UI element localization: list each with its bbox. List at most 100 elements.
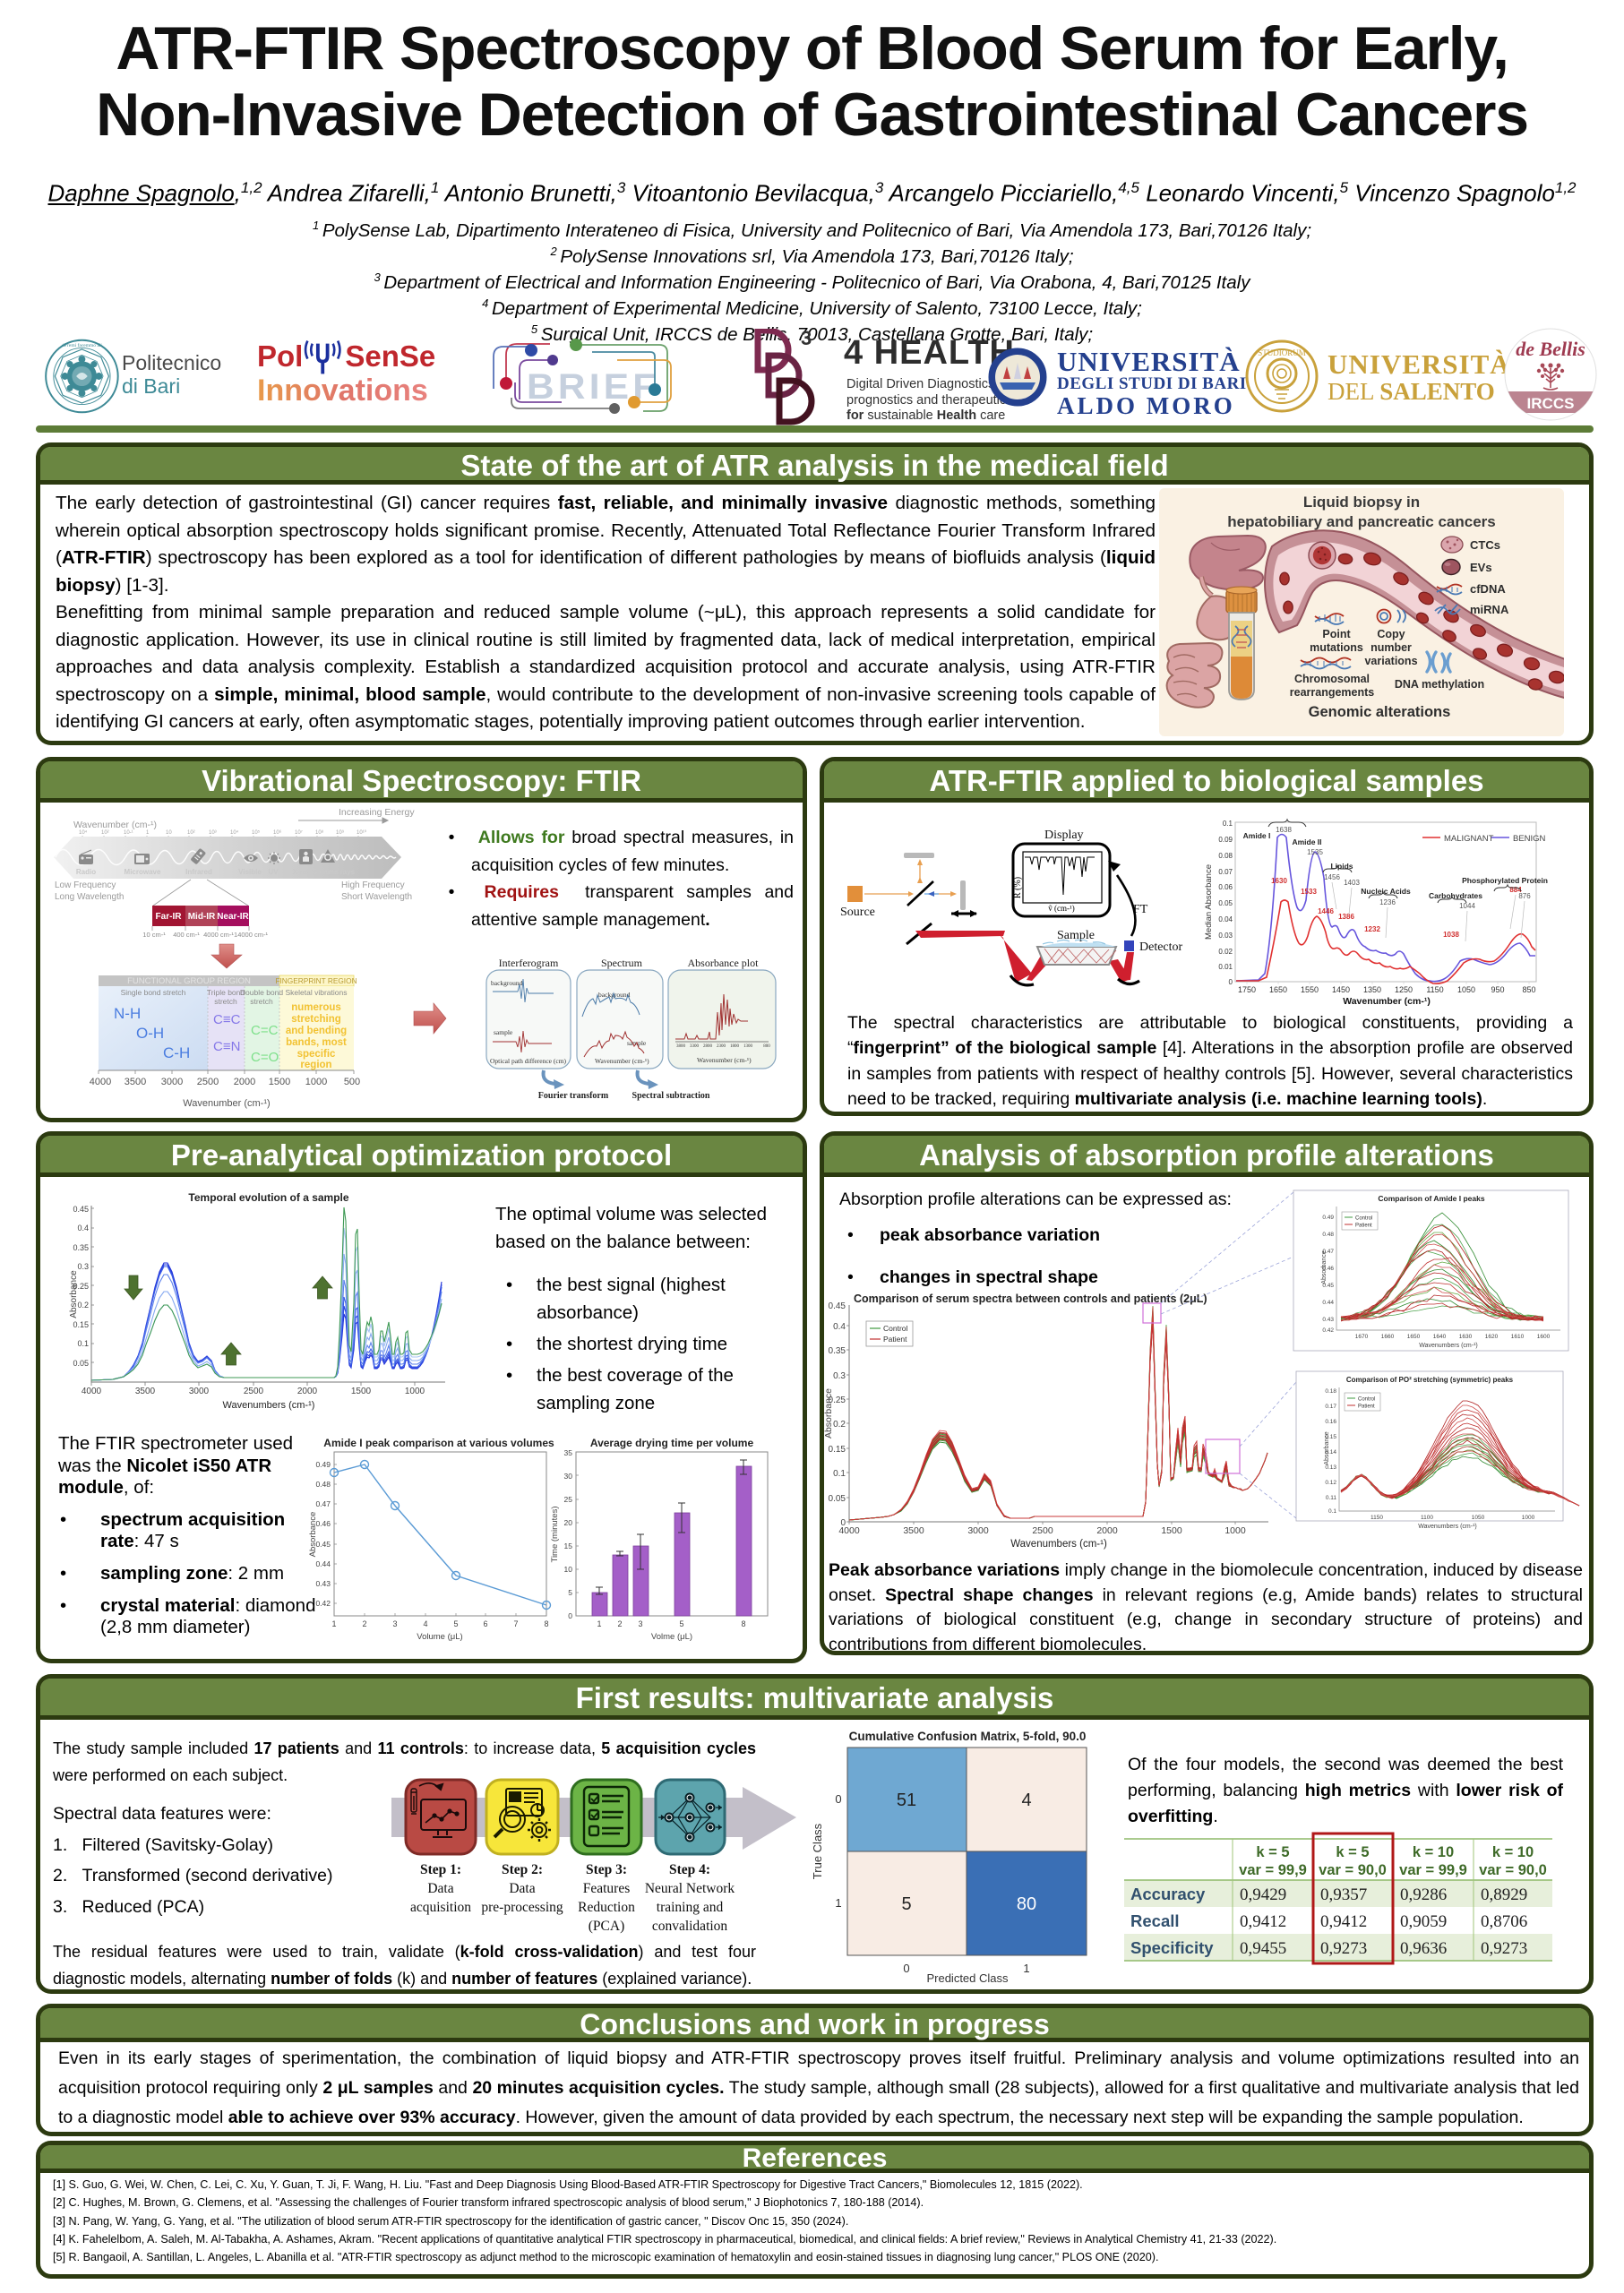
svg-text:0.3: 0.3 — [77, 1262, 89, 1271]
svg-text:Genomic alterations: Genomic alterations — [1309, 704, 1451, 720]
svg-text:Double bond: Double bond — [240, 988, 283, 997]
svg-text:Increasing Energy: Increasing Energy — [339, 807, 415, 818]
svg-text:Control: Control — [1355, 1216, 1372, 1222]
svg-text:0.05: 0.05 — [829, 1494, 846, 1504]
svg-text:5: 5 — [679, 1619, 683, 1628]
svg-text:Reduction: Reduction — [578, 1900, 635, 1915]
svg-text:pre-processing: pre-processing — [481, 1900, 563, 1915]
svg-text:4000 cm-¹: 4000 cm-¹ — [203, 931, 234, 939]
svg-text:0.45: 0.45 — [829, 1301, 846, 1311]
svg-text:var = 99,9: var = 99,9 — [1399, 1862, 1467, 1878]
svg-text:Recall: Recall — [1130, 1911, 1180, 1930]
svg-text:convalidation: convalidation — [652, 1919, 728, 1934]
svg-text:1403: 1403 — [1344, 879, 1360, 887]
svg-text:0: 0 — [840, 1518, 846, 1528]
svg-text:0.05: 0.05 — [73, 1359, 89, 1368]
svg-text:O-H: O-H — [136, 1025, 164, 1042]
svg-text:hepatobiliary and pancreatic c: hepatobiliary and pancreatic cancers — [1227, 513, 1496, 530]
svg-text:0.04: 0.04 — [1218, 915, 1233, 923]
svg-text:0.12: 0.12 — [1325, 1480, 1336, 1486]
svg-text:Wavenumbers (cm-¹): Wavenumbers (cm-¹) — [1419, 1343, 1477, 1349]
svg-text:0: 0 — [835, 1792, 841, 1806]
svg-text:Sample: Sample — [1057, 929, 1095, 942]
svg-text:Patient: Patient — [883, 1335, 907, 1344]
svg-text:Median Absorbance: Median Absorbance — [1204, 864, 1214, 940]
svg-text:DNA methylation: DNA methylation — [1395, 678, 1484, 691]
svg-text:2800: 2800 — [703, 1044, 713, 1049]
svg-text:0.06: 0.06 — [1218, 883, 1233, 891]
svg-text:0.15: 0.15 — [829, 1445, 846, 1455]
svg-text:10⁸: 10⁸ — [315, 829, 324, 836]
svg-text:5: 5 — [568, 1588, 572, 1597]
svg-text:1038: 1038 — [1443, 931, 1459, 939]
svg-text:1800: 1800 — [730, 1044, 740, 1049]
svg-text:0.05: 0.05 — [1218, 899, 1233, 907]
svg-text:1750: 1750 — [1238, 985, 1256, 994]
svg-text:0.17: 0.17 — [1325, 1404, 1336, 1410]
svg-text:10⁷: 10⁷ — [295, 829, 303, 836]
svg-text:0.18: 0.18 — [1325, 1388, 1336, 1395]
svg-text:4: 4 — [423, 1619, 427, 1628]
svg-text:4000: 4000 — [82, 1387, 102, 1396]
svg-text:0,8706: 0,8706 — [1481, 1912, 1527, 1931]
svg-text:1: 1 — [331, 1619, 336, 1628]
svg-text:4000: 4000 — [838, 1525, 860, 1536]
svg-text:4: 4 — [1021, 1791, 1031, 1810]
svg-text:0.1: 0.1 — [833, 1469, 846, 1479]
svg-text:Absorbance: Absorbance — [308, 1512, 318, 1558]
svg-text:0.15: 0.15 — [73, 1320, 89, 1329]
svg-text:0.48: 0.48 — [1322, 1232, 1334, 1238]
svg-text:10 cm-¹: 10 cm-¹ — [142, 931, 166, 939]
svg-text:cfDNA: cfDNA — [1470, 582, 1506, 596]
svg-text:0.1: 0.1 — [1223, 820, 1233, 828]
svg-text:2000: 2000 — [234, 1077, 255, 1087]
svg-text:0.44: 0.44 — [1322, 1300, 1334, 1306]
svg-text:1550: 1550 — [1301, 985, 1319, 994]
svg-text:EVs: EVs — [1470, 561, 1492, 574]
svg-text:Point: Point — [1322, 628, 1351, 640]
svg-text:Spectrum: Spectrum — [601, 957, 643, 969]
svg-text:0.44: 0.44 — [315, 1559, 331, 1568]
svg-text:0.46: 0.46 — [315, 1519, 331, 1528]
svg-text:2300: 2300 — [717, 1044, 726, 1049]
svg-text:CTCs: CTCs — [1470, 538, 1500, 552]
svg-text:C=O: C=O — [251, 1050, 279, 1065]
svg-text:0.14: 0.14 — [1325, 1449, 1336, 1456]
svg-text:2500: 2500 — [244, 1387, 264, 1396]
svg-text:4000: 4000 — [90, 1077, 111, 1087]
svg-text:Comparison of serum spectra be: Comparison of serum spectra between cont… — [854, 1292, 1207, 1305]
svg-text:35: 35 — [564, 1448, 573, 1457]
svg-text:500: 500 — [344, 1077, 360, 1087]
svg-text:1000: 1000 — [305, 1077, 327, 1087]
svg-text:number: number — [1371, 641, 1412, 654]
svg-text:5: 5 — [453, 1619, 458, 1628]
svg-text:Copy: Copy — [1377, 628, 1405, 640]
svg-text:2000: 2000 — [297, 1387, 318, 1396]
svg-text:1: 1 — [1023, 1962, 1029, 1975]
svg-text:Wavenumber (cm-¹): Wavenumber (cm-¹) — [73, 820, 157, 830]
svg-text:ṽ (cm-¹): ṽ (cm-¹) — [1048, 904, 1074, 913]
svg-text:Accuracy: Accuracy — [1130, 1885, 1206, 1903]
svg-text:0: 0 — [903, 1962, 909, 1975]
svg-text:10⁴: 10⁴ — [230, 829, 239, 836]
svg-text:Triple bond: Triple bond — [207, 988, 245, 997]
svg-text:0.43: 0.43 — [315, 1579, 331, 1588]
svg-text:1044: 1044 — [1459, 902, 1475, 910]
svg-text:0.1: 0.1 — [1328, 1508, 1336, 1515]
svg-text:1150: 1150 — [1371, 1515, 1383, 1521]
svg-text:0,9412: 0,9412 — [1240, 1912, 1286, 1931]
svg-text:1640: 1640 — [1433, 1334, 1447, 1340]
svg-text:0.2: 0.2 — [77, 1301, 89, 1310]
svg-text:0.4: 0.4 — [77, 1224, 89, 1232]
svg-text:Wavenumber (cm-¹): Wavenumber (cm-¹) — [1343, 996, 1431, 1007]
svg-text:Nucleic Acids: Nucleic Acids — [1361, 887, 1411, 896]
svg-text:6: 6 — [483, 1619, 487, 1628]
svg-text:Chromosomal: Chromosomal — [1294, 673, 1370, 685]
svg-text:0.49: 0.49 — [315, 1460, 331, 1469]
svg-text:0: 0 — [1229, 978, 1233, 986]
svg-text:1000: 1000 — [1522, 1515, 1535, 1521]
svg-text:1446: 1446 — [1318, 907, 1334, 915]
svg-text:Wavenumbers (cm-¹): Wavenumbers (cm-¹) — [1418, 1524, 1476, 1530]
svg-text:Display: Display — [1044, 829, 1084, 842]
svg-text:1500: 1500 — [351, 1387, 372, 1396]
